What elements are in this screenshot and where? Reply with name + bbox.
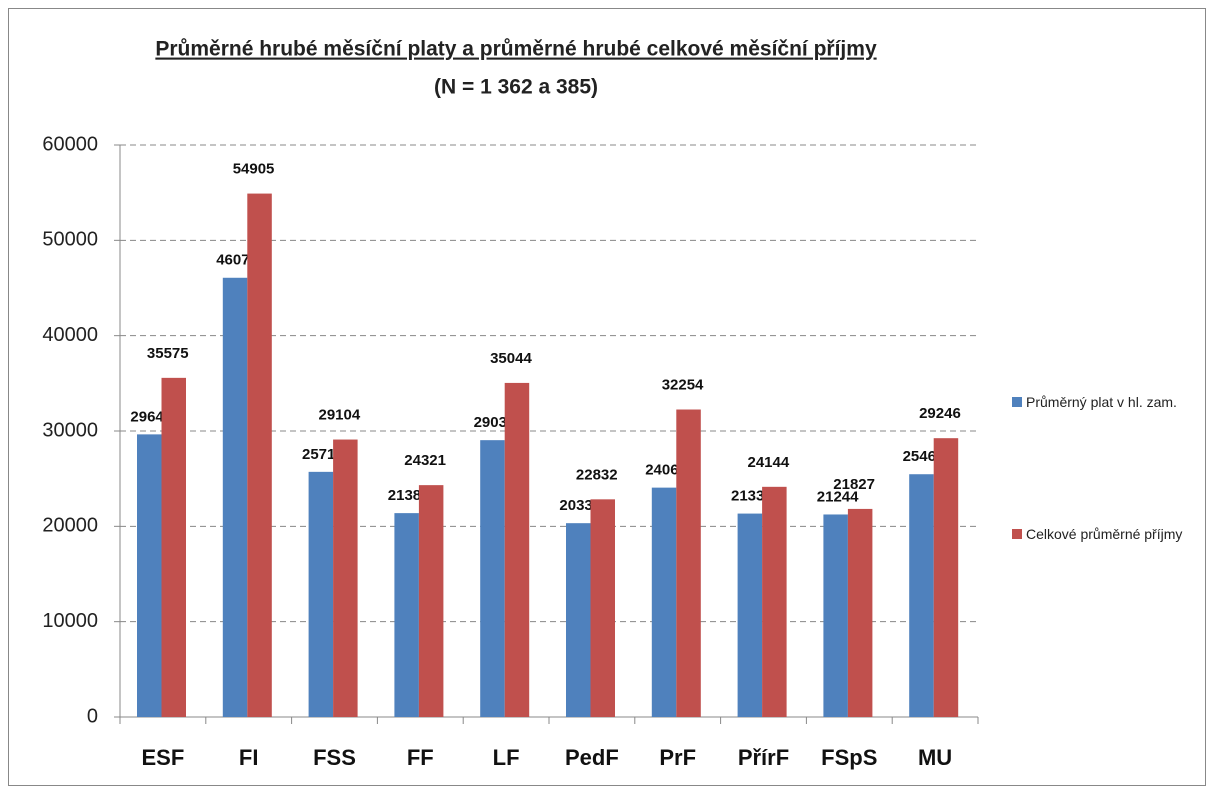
x-tick-label: FI bbox=[239, 745, 259, 770]
bar bbox=[222, 277, 248, 717]
y-tick-label: 10000 bbox=[42, 610, 98, 632]
y-tick-label: 40000 bbox=[42, 324, 98, 346]
bar bbox=[847, 508, 873, 717]
bar bbox=[590, 499, 615, 717]
bar bbox=[504, 382, 530, 717]
x-tick-label: PrF bbox=[659, 745, 696, 770]
value-label: 22832 bbox=[576, 466, 618, 483]
chart-subtitle: (N = 1 362 a 385) bbox=[434, 76, 598, 99]
bar bbox=[137, 434, 162, 717]
value-label: 29246 bbox=[919, 405, 961, 422]
value-label: 21827 bbox=[833, 476, 875, 493]
bar bbox=[308, 471, 334, 717]
bar bbox=[161, 377, 186, 717]
value-label: 24144 bbox=[747, 454, 789, 471]
bar bbox=[480, 440, 505, 717]
value-label: 29104 bbox=[318, 407, 360, 424]
x-tick-label: PřírF bbox=[738, 745, 789, 770]
bar bbox=[737, 513, 763, 717]
legend-item: Průměrný plat v hl. zam. bbox=[1012, 392, 1201, 412]
value-label: 54905 bbox=[233, 161, 275, 178]
x-tick-label: LF bbox=[493, 745, 520, 770]
bar bbox=[566, 523, 591, 717]
x-tick-label: MU bbox=[918, 745, 952, 770]
legend-swatch bbox=[1012, 529, 1022, 539]
legend-label: Celkové průměrné příjmy bbox=[1026, 526, 1183, 542]
x-tick-label: PedF bbox=[565, 745, 619, 770]
y-tick-label: 0 bbox=[87, 705, 98, 727]
legend-swatch bbox=[1012, 397, 1022, 407]
bar bbox=[333, 439, 358, 717]
y-tick-label: 30000 bbox=[42, 419, 98, 441]
chart-border bbox=[8, 8, 1206, 786]
bar bbox=[418, 485, 444, 717]
y-tick-label: 50000 bbox=[42, 229, 98, 251]
bar bbox=[676, 409, 701, 717]
bar bbox=[651, 487, 677, 717]
value-label: 21244 bbox=[817, 488, 859, 505]
x-tick-label: FF bbox=[407, 745, 434, 770]
value-label: 35575 bbox=[147, 345, 189, 362]
x-tick-label: ESF bbox=[142, 745, 185, 770]
chart-title: Průměrné hrubé měsíční platy a průměrné … bbox=[155, 38, 877, 61]
legend-item: Celkové průměrné příjmy bbox=[1012, 524, 1201, 544]
y-tick-label: 60000 bbox=[42, 133, 98, 155]
bar bbox=[933, 438, 959, 717]
y-tick-label: 20000 bbox=[42, 515, 98, 537]
bar bbox=[394, 513, 419, 717]
bar bbox=[909, 474, 934, 717]
bar bbox=[762, 486, 787, 717]
bar bbox=[823, 514, 848, 717]
x-tick-label: FSS bbox=[313, 745, 356, 770]
value-label: 24321 bbox=[404, 452, 446, 469]
value-label: 32254 bbox=[662, 376, 704, 393]
legend-label: Průměrný plat v hl. zam. bbox=[1026, 394, 1177, 410]
x-tick-label: FSpS bbox=[821, 745, 877, 770]
value-label: 35044 bbox=[490, 350, 532, 367]
bar bbox=[247, 193, 272, 717]
